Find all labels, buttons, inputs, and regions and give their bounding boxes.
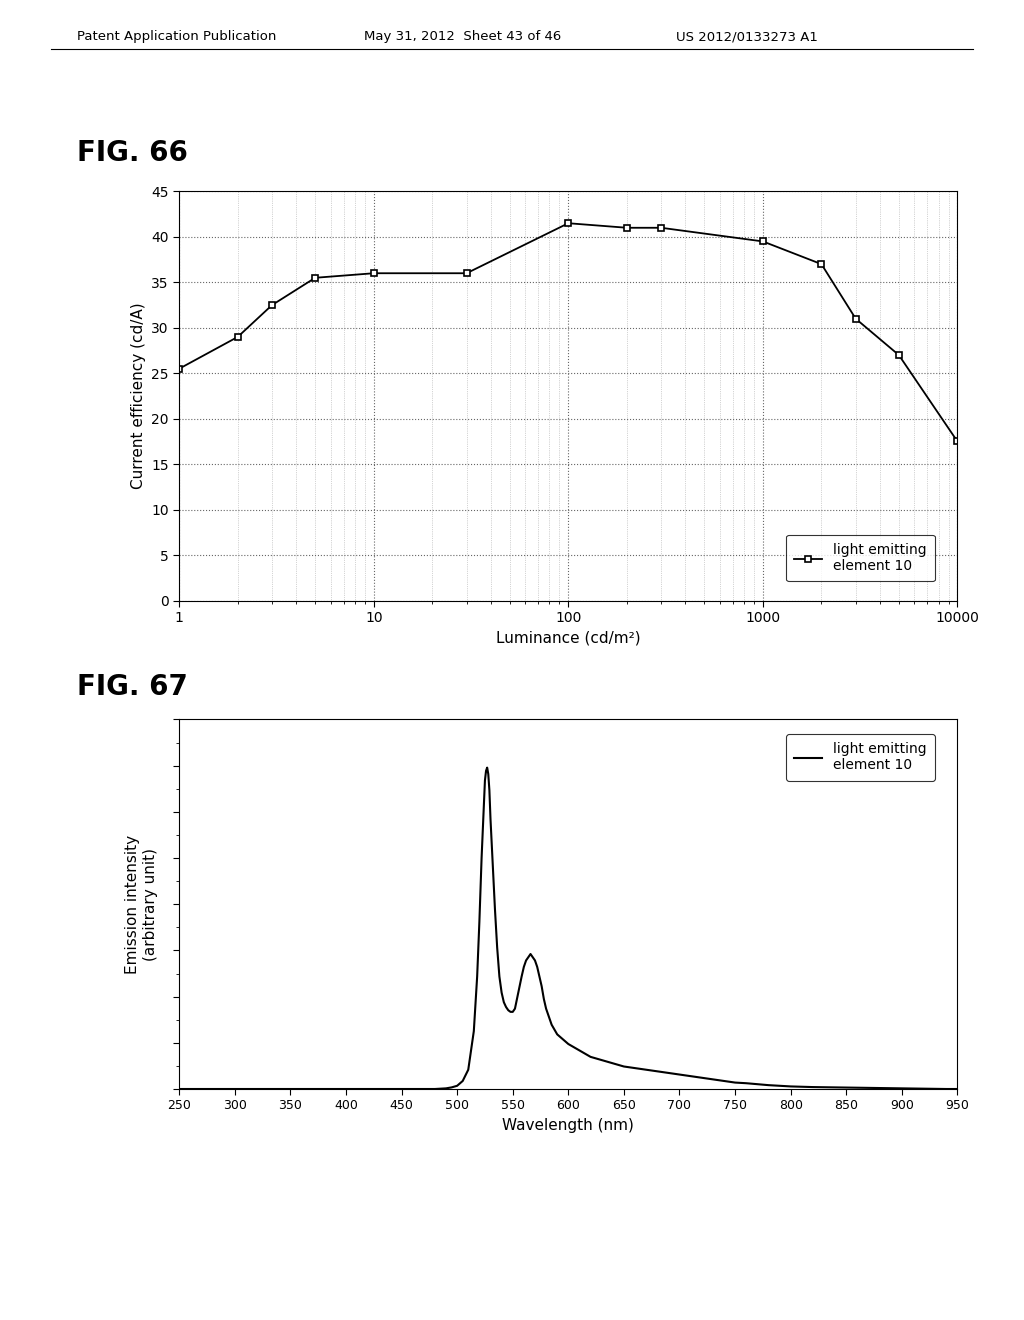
Text: FIG. 66: FIG. 66 <box>77 139 187 166</box>
Y-axis label: Current efficiency (cd/A): Current efficiency (cd/A) <box>131 302 145 490</box>
Text: FIG. 67: FIG. 67 <box>77 673 187 701</box>
Legend: light emitting
element 10: light emitting element 10 <box>785 734 935 780</box>
Text: May 31, 2012  Sheet 43 of 46: May 31, 2012 Sheet 43 of 46 <box>364 30 561 44</box>
Text: Patent Application Publication: Patent Application Publication <box>77 30 276 44</box>
X-axis label: Luminance (cd/m²): Luminance (cd/m²) <box>496 631 641 645</box>
Text: US 2012/0133273 A1: US 2012/0133273 A1 <box>676 30 818 44</box>
X-axis label: Wavelength (nm): Wavelength (nm) <box>503 1118 634 1133</box>
Legend: light emitting
element 10: light emitting element 10 <box>785 535 935 581</box>
Y-axis label: Emission intensity
(arbitrary unit): Emission intensity (arbitrary unit) <box>125 834 158 974</box>
